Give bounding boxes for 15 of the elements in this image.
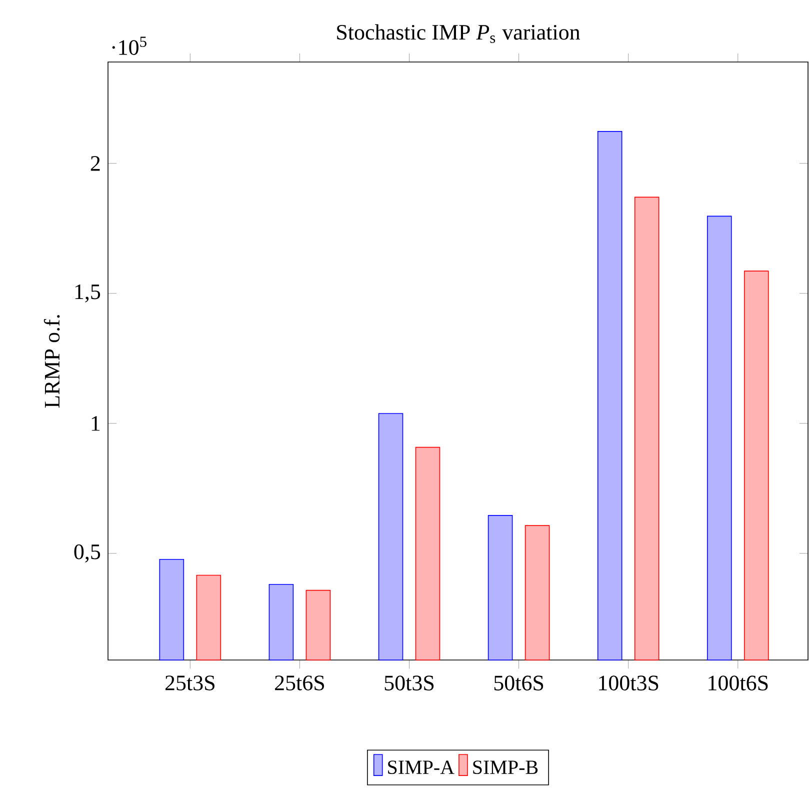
y-axis-title: LRMP o.f. (44, 315, 60, 408)
chart-title: Stochastic IMP P$_{s}$ variation (337, 24, 580, 43)
x-tick-label: 50t6S (494, 676, 544, 690)
legend-label: SIMP-A (388, 760, 454, 774)
y-tick-label: 1,5 (75, 284, 100, 302)
y-tick-label: 0,5 (74, 544, 100, 562)
x-tick-label: 25t6S (275, 676, 324, 690)
y-tick-label: 2 (90, 156, 100, 171)
y-tick-label: 1 (92, 416, 100, 431)
x-tick-label: 50t3S (384, 676, 434, 690)
legend-label: SIMP-B (473, 760, 538, 774)
x-tick-label: 100t6S (708, 676, 768, 690)
x-tick-label: 25t3S (165, 676, 214, 690)
x-tick-label: 100t3S (599, 676, 658, 690)
text: ·10$^{5}$ (112, 36, 146, 55)
